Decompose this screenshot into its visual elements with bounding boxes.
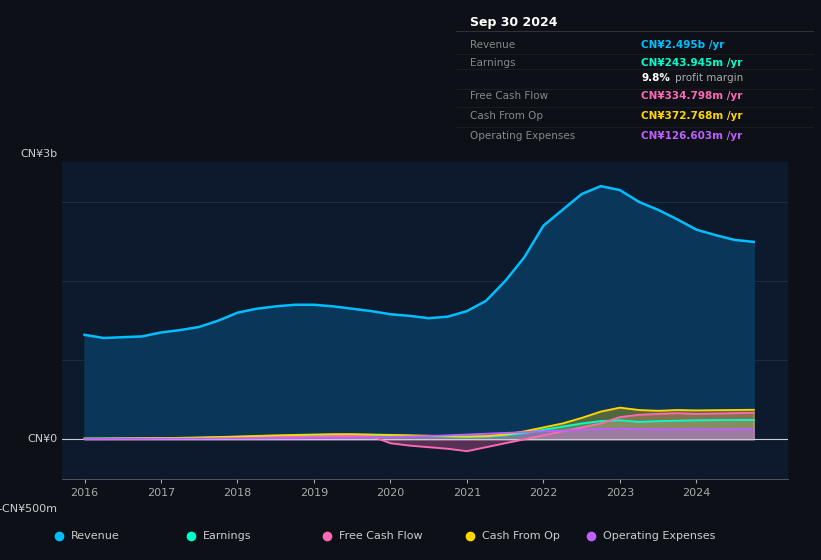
Text: -CN¥500m: -CN¥500m [0, 504, 58, 514]
Text: CN¥2.495b /yr: CN¥2.495b /yr [641, 40, 725, 50]
Text: CN¥243.945m /yr: CN¥243.945m /yr [641, 58, 743, 68]
Text: Sep 30 2024: Sep 30 2024 [470, 16, 557, 29]
Text: 9.8%: 9.8% [641, 73, 670, 83]
Text: CN¥126.603m /yr: CN¥126.603m /yr [641, 130, 743, 141]
Text: Earnings: Earnings [470, 58, 516, 68]
Text: CN¥334.798m /yr: CN¥334.798m /yr [641, 91, 743, 101]
Text: Free Cash Flow: Free Cash Flow [339, 531, 422, 541]
Text: Cash From Op: Cash From Op [482, 531, 560, 541]
Text: Revenue: Revenue [71, 531, 119, 541]
Text: profit margin: profit margin [676, 73, 744, 83]
Text: Revenue: Revenue [470, 40, 515, 50]
Text: Operating Expenses: Operating Expenses [470, 130, 576, 141]
Text: CN¥3b: CN¥3b [21, 149, 58, 159]
Text: Earnings: Earnings [203, 531, 251, 541]
Text: CN¥0: CN¥0 [28, 434, 58, 444]
Text: Free Cash Flow: Free Cash Flow [470, 91, 548, 101]
Text: CN¥372.768m /yr: CN¥372.768m /yr [641, 111, 743, 121]
Text: Operating Expenses: Operating Expenses [603, 531, 715, 541]
Text: Cash From Op: Cash From Op [470, 111, 543, 121]
